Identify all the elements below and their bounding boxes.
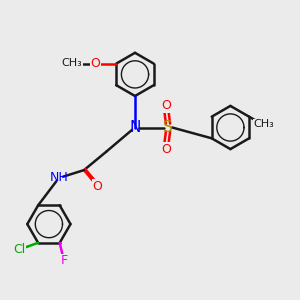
- Text: N: N: [129, 120, 141, 135]
- Text: F: F: [60, 254, 68, 267]
- Text: O: O: [162, 142, 171, 156]
- Text: O: O: [162, 99, 171, 112]
- Text: O: O: [92, 180, 102, 193]
- Text: Cl: Cl: [13, 243, 25, 256]
- Text: CH₃: CH₃: [62, 58, 82, 68]
- Text: O: O: [91, 57, 100, 70]
- Text: S: S: [163, 120, 173, 135]
- Text: NH: NH: [50, 171, 69, 184]
- Text: CH₃: CH₃: [254, 119, 274, 129]
